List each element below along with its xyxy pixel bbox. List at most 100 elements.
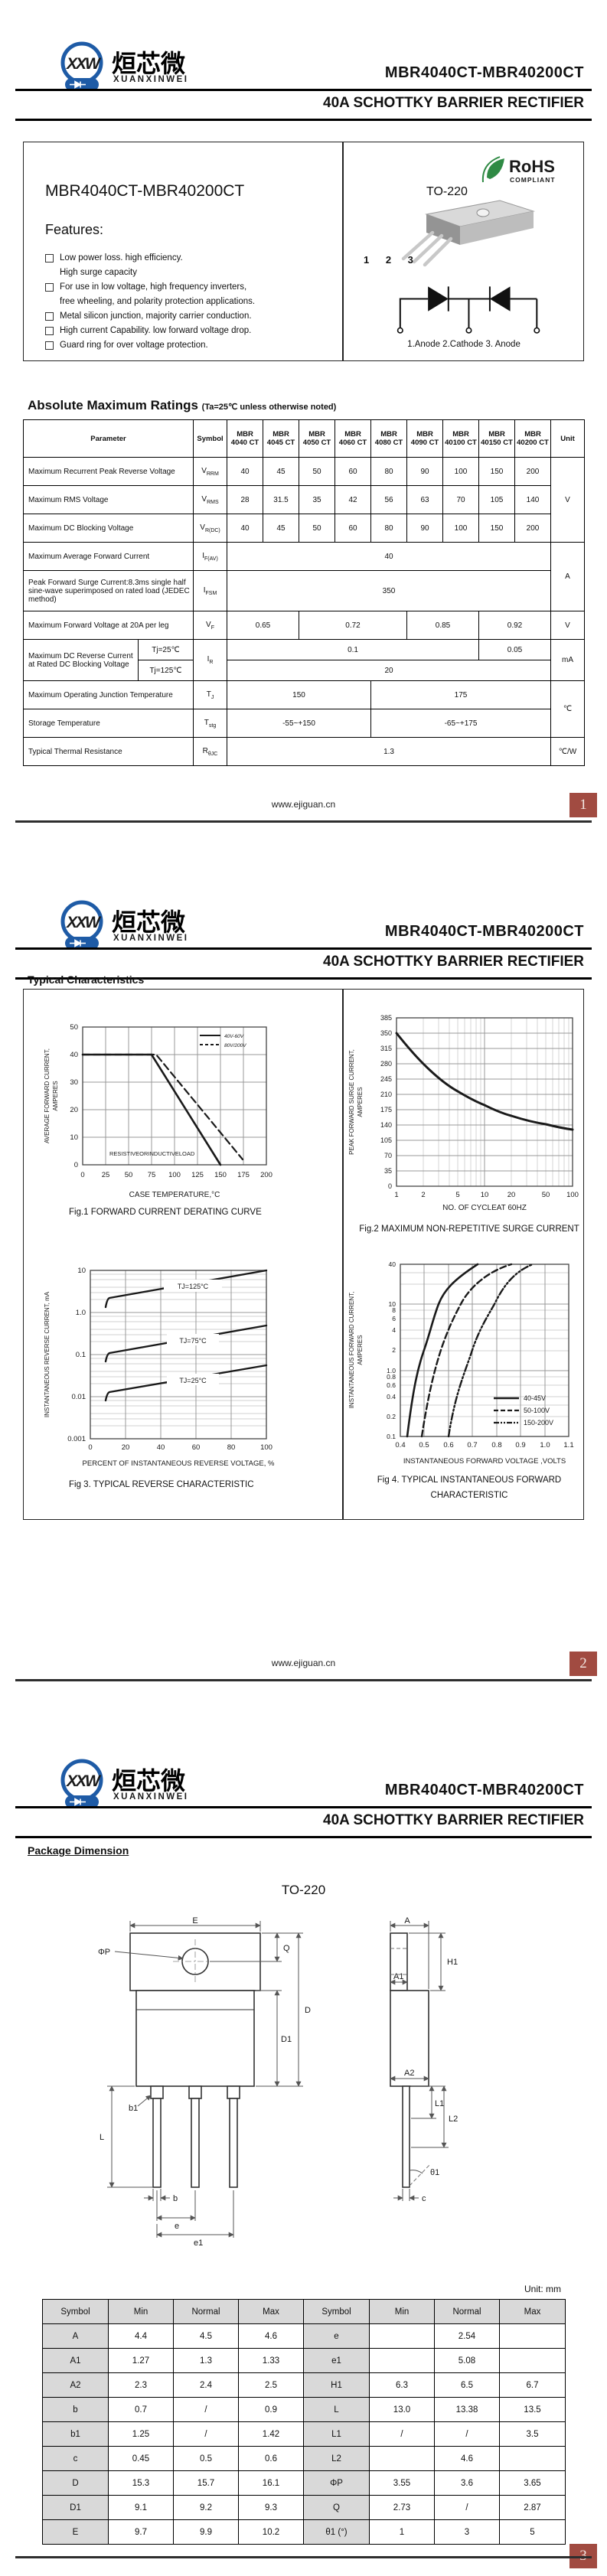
doc-subtitle: 40A SCHOTTKY BARRIER RECTIFIER [323,1812,584,1828]
header-rule-1 [15,89,592,91]
diode-schematic [397,286,540,334]
svg-text:175: 175 [237,1171,250,1179]
dimension-table: Symbol Min Normal Max Symbol Min Normal … [42,2299,566,2545]
brand-name-en: XUANXINWEI [113,75,189,84]
svg-text:0: 0 [388,1182,392,1190]
brand-logo-icon: X X W [60,1759,103,1808]
list-item: Guard ring for over voltage protection. [45,338,328,353]
svg-text:0.2: 0.2 [387,1413,396,1420]
footer-rule [15,820,592,823]
svg-text:X: X [66,914,79,931]
svg-text:W: W [85,914,102,931]
doc-title: MBR4040CT-MBR40200CT [384,64,584,81]
fig1-caption: Fig.1 FORWARD CURRENT DERATING CURVE [69,1208,262,1217]
svg-text:0.6: 0.6 [443,1441,453,1449]
diode-icon [70,939,86,947]
header-rule-2 [15,977,592,980]
svg-text:4: 4 [392,1326,396,1334]
fig4-caption-line2: CHARACTERISTIC [430,1491,508,1500]
product-overview-box: MBR4040CT-MBR40200CT Features: Low power… [23,142,584,361]
svg-text:0.1: 0.1 [76,1351,86,1359]
fig4-curve-50-100 [420,1263,513,1438]
fig2-x-ticks: 1 2 5 10 20 50 100 [394,1191,579,1199]
doc-title: MBR4040CT-MBR40200CT [384,923,584,940]
fig3-label-125: TJ=125°C [178,1283,209,1290]
svg-text:X: X [66,1772,79,1790]
abs-max-ratings-table: Parameter Symbol MBR 4040 CT MBR 4045 CT… [22,419,586,766]
fig3-xlabel: PERCENT OF INSTANTANEOUS REVERSE VOLTAGE… [83,1459,275,1468]
svg-text:6: 6 [392,1315,396,1322]
figures-box [23,989,584,1520]
svg-text:350: 350 [380,1029,392,1037]
fig1-y-ticks: 50 40 30 20 10 0 [70,1023,78,1169]
page-number-badge: 1 [569,793,597,817]
features-title: Features: [45,222,104,237]
svg-text:0.7: 0.7 [467,1441,477,1449]
fig1-xlabel: CASE TEMPERATURE,°C [129,1191,220,1199]
svg-text:125: 125 [191,1171,204,1179]
box-divider [342,142,344,360]
table-row: Peak Forward Surge Current:8.3ms single … [22,570,585,611]
dim-L2-label: L2 [449,2115,458,2124]
svg-text:385: 385 [380,1014,392,1022]
dim-A1-label: A1 [393,1972,403,1981]
svg-text:10: 10 [389,1300,397,1308]
svg-text:10: 10 [481,1191,489,1199]
svg-text:0.8: 0.8 [491,1441,501,1449]
header-rule-2 [15,119,592,121]
fig4-caption-line1: Fig 4. TYPICAL INSTANTANEOUS FORWARD [377,1475,562,1485]
svg-text:40: 40 [389,1260,397,1268]
svg-text:50: 50 [70,1023,78,1032]
fig1-series-dashed [81,1053,244,1161]
svg-text:315: 315 [380,1045,392,1052]
svg-text:20: 20 [70,1106,78,1114]
dim-c-label: c [422,2194,426,2203]
brand-name-en: XUANXINWEI [113,934,189,943]
table-row: Maximum Recurrent Peak Reverse Voltage V… [22,457,586,543]
fig4-legend-1: 40-45V [524,1394,546,1402]
table-row: Tj=125℃ 20 [24,660,585,681]
svg-text:105: 105 [380,1136,392,1144]
dim-L-label: L [100,2133,104,2142]
table-row: A2 2.3 2.4 2.5 H1 6.3 6.5 6.7 [42,2372,566,2398]
package-photo [401,200,535,267]
fig2-ylabel-2: AMPERES [357,1087,364,1117]
box-divider [342,990,344,1519]
brand-logo-icon: X X W [60,41,103,91]
svg-text:5: 5 [455,1191,459,1199]
section-title: Package Dimension [28,1844,129,1857]
fig3-curve-75 [104,1324,268,1363]
svg-text:X: X [75,1772,88,1790]
table-row: Typical Thermal Resistance RθJC 1.3 ℃/W [22,737,586,766]
svg-text:W: W [85,1772,102,1790]
fig2-series [395,1032,574,1131]
package-outline-drawing: E ΦP Q D D1 L b1 b e e1 [98,1916,458,2248]
section-title: Typical Characteristics [28,973,145,986]
fig4-ylabel-2: AMPERES [357,1335,364,1365]
page-3: X X W 烜芯微 XUANXINWEI MBR4040CT-MBR40200C… [0,1717,607,2576]
svg-text:0: 0 [80,1171,84,1179]
svg-text:35: 35 [384,1167,392,1175]
svg-text:0: 0 [88,1443,92,1452]
svg-text:245: 245 [380,1075,392,1083]
dim-D1-label: D1 [281,2035,292,2044]
page-number-badge: 2 [569,1652,597,1676]
footer-website: www.ejiguan.cn [271,799,336,810]
svg-text:0: 0 [74,1161,78,1169]
fig3-reverse-chart: TJ=125°C TJ=75°C TJ=25°C 10 1.0 0.1 0.01 0.0… [44,1267,275,1468]
footer-rule [15,1679,592,1681]
fig4-x-ticks: 0.4 0.5 0.6 0.7 0.8 0.9 1.0 1.1 [395,1441,573,1449]
table-row: b 0.7/0.9 L 13.0 13.38 13.5 [42,2397,566,2422]
svg-text:20: 20 [507,1191,516,1199]
fig2-ylabel-1: PEAK FORWARD SURGE CURRENT, [348,1049,355,1155]
fig1-ylabel-2: AMPERES [52,1081,59,1110]
dim-D-label: D [305,2006,311,2015]
diode-icon [70,1798,86,1806]
fig4-legend-3: 150-200V [524,1419,553,1427]
dim-H1-label: H1 [447,1958,458,1967]
list-item: High surge capacity [60,268,137,277]
list-item: Low power loss. high efficiency. [45,251,328,266]
